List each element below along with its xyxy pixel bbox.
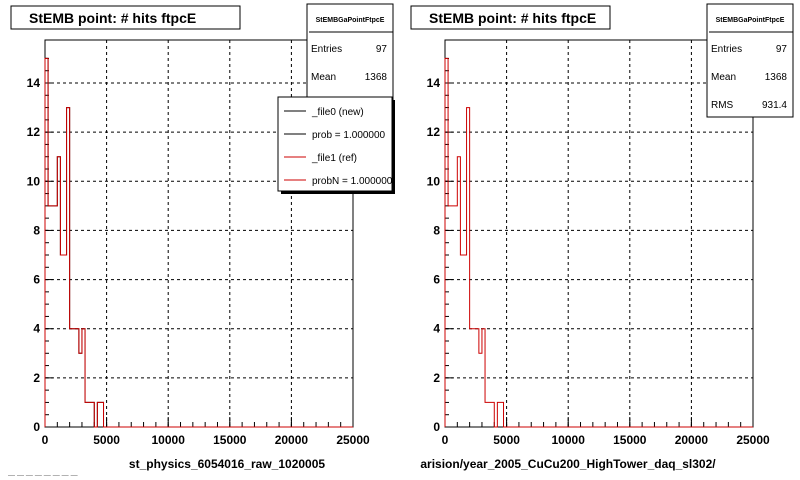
title-box (10, 5, 241, 30)
legend-label: probN = 1.000000 (312, 176, 393, 187)
x-tick-label: 0 (42, 433, 49, 447)
x-tick-label: 10000 (552, 433, 586, 447)
stats-value: 97 (376, 44, 388, 55)
x-tick-label: 20000 (675, 433, 709, 447)
stats-box-name: StEMBGaPointFtpcE (716, 17, 785, 24)
x-tick-label: 20000 (275, 433, 309, 447)
y-tick-label: 8 (33, 223, 40, 237)
y-tick-label: 0 (33, 420, 40, 434)
plot-title: StEMB point: # hits ftpcE (429, 10, 596, 26)
x-tick-label: 25000 (736, 433, 770, 447)
y-tick-label: 14 (427, 76, 441, 90)
y-tick-label: 10 (427, 174, 441, 188)
x-tick-label: 5000 (93, 433, 120, 447)
x-tick-label: 15000 (213, 433, 247, 447)
y-tick-label: 6 (33, 273, 40, 287)
x-axis-title: st_physics_6054016_raw_1020005 (129, 457, 325, 471)
y-tick-label: 12 (27, 125, 41, 139)
x-tick-label: 10000 (152, 433, 186, 447)
stats-label: RMS (711, 100, 734, 111)
series-line-ref (44, 57, 353, 428)
stats-value: 97 (776, 44, 788, 55)
y-tick-label: 12 (427, 125, 441, 139)
x-axis-title: arision/year_2005_CuCu200_HighTower_daq_… (420, 457, 716, 471)
x-tick-label: 5000 (493, 433, 520, 447)
y-tick-label: 14 (27, 76, 41, 90)
stats-value: 1368 (365, 72, 388, 83)
y-tick-label: 4 (433, 322, 440, 336)
footer-text: — — — — — — — — (8, 472, 78, 479)
x-tick-label: 25000 (336, 433, 370, 447)
legend-box: _file0 (new) prob = 1.000000 _file1 (ref) p… (277, 96, 395, 194)
series-line-ref (444, 57, 753, 428)
stats-label: Entries (311, 44, 342, 55)
stats-label: Entries (711, 44, 742, 55)
legend-label: _file0 (new) (311, 107, 364, 118)
y-tick-label: 0 (433, 420, 440, 434)
stats-label: Mean (711, 72, 736, 83)
stats-box: StEMBGaPointFtpcE Entries 97 Mean 1368 RMS 931… (706, 3, 794, 118)
y-tick-label: 8 (433, 223, 440, 237)
stats-value: 931.4 (762, 100, 787, 111)
histogram-panel-2: 0 5000 10000 15000 20000 25000 0 2 4 6 8 10 12 14 StEM… (410, 3, 794, 471)
x-tick-label: 0 (442, 433, 449, 447)
y-tick-label: 6 (433, 273, 440, 287)
title-box (410, 5, 611, 30)
y-tick-label: 10 (27, 174, 41, 188)
legend-label: _file1 (ref) (311, 153, 357, 164)
stats-label: Mean (311, 72, 336, 83)
stats-value: 1368 (765, 72, 788, 83)
legend-frame (277, 96, 393, 192)
y-tick-label: 2 (433, 371, 440, 385)
stats-box-name: StEMBGaPointFtpcE (316, 17, 385, 24)
plot-title: StEMB point: # hits ftpcE (29, 10, 196, 26)
stats-box-frame (706, 3, 794, 118)
x-tick-label: 15000 (613, 433, 647, 447)
legend-label: prob = 1.000000 (312, 130, 386, 141)
y-tick-label: 2 (33, 371, 40, 385)
y-tick-label: 4 (33, 322, 40, 336)
histogram-panel-1: 0 5000 10000 15000 20000 25000 0 2 4 6 8 10 12 14 StEM… (10, 3, 395, 471)
